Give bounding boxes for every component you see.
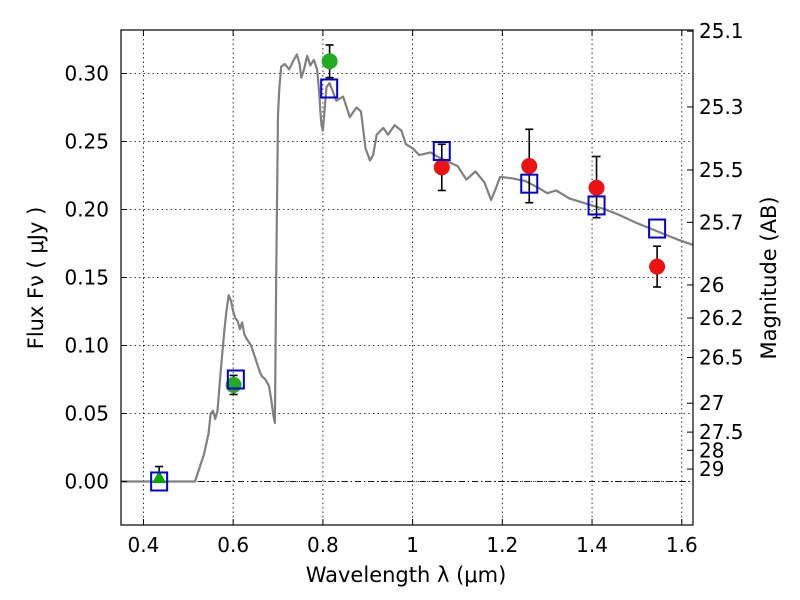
observed-point [588, 179, 605, 196]
y-tick-label: 0.10 [64, 333, 109, 357]
magnitude-tick-label: 26.2 [699, 306, 744, 330]
model-photometry-box [587, 195, 606, 216]
x-tick-label: 1.4 [576, 533, 608, 557]
magnitude-tick-label: 28 [699, 438, 724, 462]
x-tick-labels: 0.4 0.6 0.8 1 1.2 1.4 1.6 [128, 533, 698, 557]
magnitude-tick-label: 29 [699, 457, 724, 481]
y-tick-label: 0.05 [64, 401, 109, 425]
magnitude-tick-label: 25.3 [699, 95, 744, 119]
observed-photometry [152, 44, 666, 484]
observed-point [649, 258, 666, 275]
y-tick-label: 0.25 [64, 130, 109, 154]
magnitude-tick-label: 27.5 [699, 420, 744, 444]
observed-point [521, 157, 538, 174]
x-tick-label: 1.6 [666, 533, 698, 557]
model-photometry-box [648, 218, 667, 239]
model-photometry-box [320, 78, 339, 99]
magnitude-tick-label: 26.5 [699, 345, 744, 369]
y-tick-label: 0.00 [64, 469, 109, 493]
axis-ticks [121, 30, 693, 525]
model-photometry-box [226, 369, 245, 390]
x-axis-title: Wavelength λ (μm) [306, 563, 507, 587]
magnitude-tick-label: 26 [699, 273, 724, 297]
model-photometry [150, 78, 667, 492]
x-tick-label: 0.4 [128, 533, 160, 557]
x-tick-label: 0.8 [307, 533, 339, 557]
model-spectrum [121, 53, 694, 483]
model-photometry-box [432, 141, 451, 162]
model-spectrum-line [121, 53, 694, 483]
magnitude-tick-label: 25.5 [699, 158, 744, 182]
model-photometry-box [520, 173, 539, 194]
y-axis-title: Flux Fν ( μJy ) [24, 207, 48, 350]
y-tick-label: 0.30 [64, 62, 109, 86]
observed-point [321, 53, 338, 70]
y-tick-label: 0.20 [64, 198, 109, 222]
magnitude-tick-label: 25.1 [699, 19, 744, 43]
x-tick-label: 1.2 [486, 533, 518, 557]
observed-point [152, 470, 167, 484]
magnitude-tick-label: 25.7 [699, 210, 744, 234]
y-tick-label: 0.15 [64, 266, 109, 290]
y-tick-labels: 0.00 0.05 0.10 0.15 0.20 0.25 0.30 [64, 62, 109, 494]
model-photometry-box [150, 471, 169, 492]
grid-lines [121, 30, 693, 525]
right-axis-title: Magnitude (AB) [757, 196, 781, 359]
observed-point [433, 159, 450, 176]
x-tick-label: 1 [406, 533, 419, 557]
x-tick-label: 0.6 [217, 533, 249, 557]
magnitude-tick-label: 27 [699, 391, 724, 415]
